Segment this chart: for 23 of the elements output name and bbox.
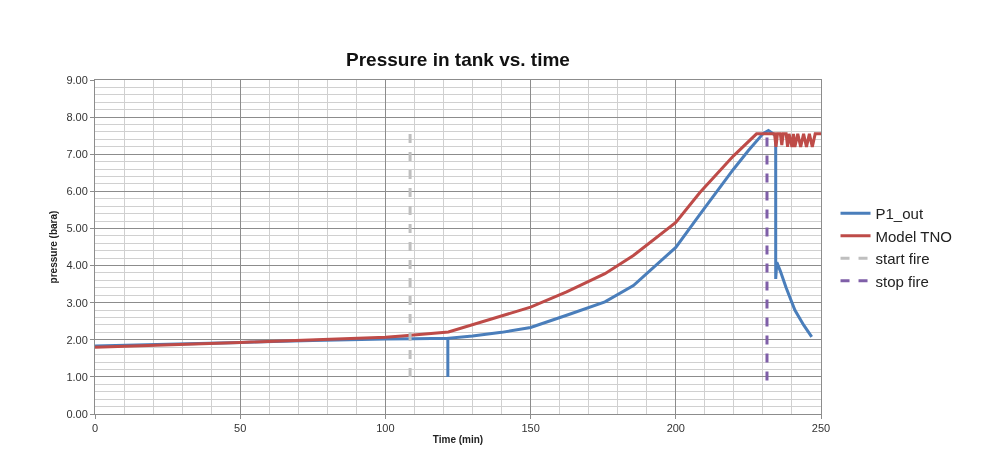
y-tick-label: 1.00: [66, 370, 88, 383]
y-tick-label: 6.00: [66, 185, 88, 198]
y-tick-label: 2.00: [66, 333, 88, 346]
x-tick-label: 150: [521, 422, 540, 435]
y-tick-label: 8.00: [66, 110, 88, 123]
y-tick-label: 9.00: [66, 73, 88, 86]
y-tick-label: 4.00: [66, 259, 88, 272]
y-axis-title: pressure (bara): [48, 210, 60, 284]
x-tick-label: 50: [234, 422, 247, 435]
legend-label: Model TNO: [875, 227, 952, 245]
chart-title: Pressure in tank vs. time: [346, 48, 570, 70]
x-tick-label: 250: [811, 422, 831, 435]
x-tick-label: 200: [666, 422, 685, 435]
legend-label: P1_out: [875, 205, 924, 223]
y-tick-label: 5.00: [66, 222, 88, 235]
y-tick-label: 0.00: [66, 407, 88, 420]
y-tick-label: 7.00: [66, 148, 88, 161]
x-axis-title: Time (min): [432, 433, 484, 445]
x-tick-label: 0: [91, 422, 99, 435]
x-tick-label: 100: [376, 422, 395, 435]
legend-label: stop fire: [875, 272, 929, 290]
y-tick-label: 3.00: [66, 296, 88, 309]
legend-label: start fire: [875, 250, 930, 268]
